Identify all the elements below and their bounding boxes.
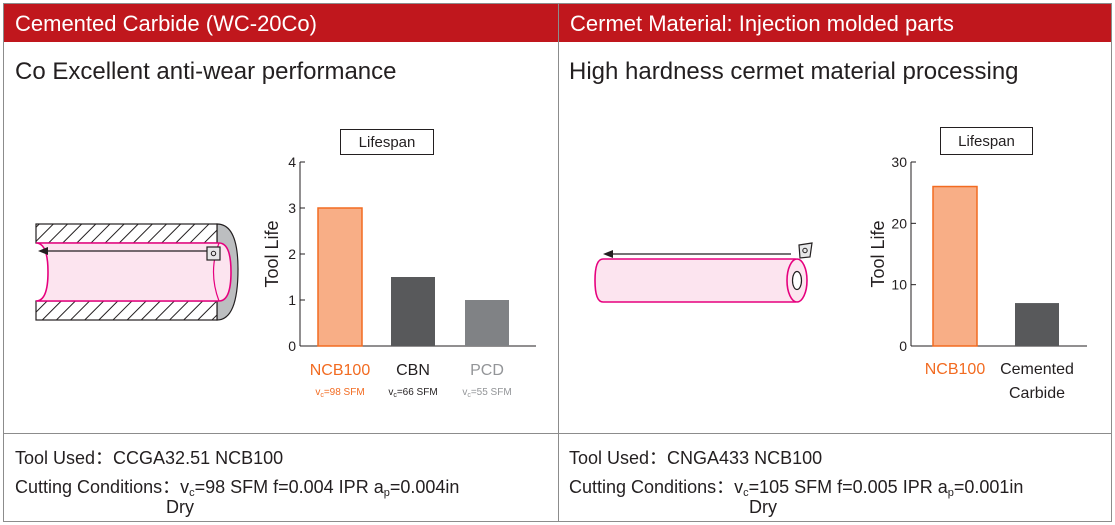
bar-cemented-carbide <box>1015 303 1059 346</box>
y-tick-label: 1 <box>288 292 296 308</box>
condition-label: vc=66 SFM <box>388 387 437 399</box>
subscript-p: p <box>383 487 390 499</box>
y-tick-label: 20 <box>891 215 907 231</box>
cutting-conditions-line: Cutting Conditions：vc=98 SFM f=0.004 IPR… <box>15 473 459 499</box>
tool-used-text: Tool Used：CNGA433 NCB100 <box>569 448 823 468</box>
panel-cemented-carbide: Cemented Carbide (WC-20Co) Co Excellent … <box>3 3 559 522</box>
subscript-c: c <box>189 487 195 499</box>
panel-header: Cemented Carbide (WC-20Co) <box>4 4 558 42</box>
y-tick-label: 3 <box>288 200 296 216</box>
cutting-conditions-mid: =98 SFM f=0.004 IPR a <box>194 477 384 497</box>
tool-life-chart-right: 0 10 20 30 Tool Life NCB100 Cemented Carbide <box>868 154 1087 402</box>
divider <box>559 433 1111 434</box>
condition-label: vc=55 SFM <box>462 387 511 399</box>
tool-used-line: Tool Used：CCGA32.51 NCB100 <box>15 444 283 470</box>
category-label: Carbide <box>1009 385 1065 402</box>
condition-label: vc=98 SFM <box>315 387 364 399</box>
y-tick-label: 10 <box>891 277 907 293</box>
y-tick-label: 2 <box>288 246 296 262</box>
y-axis-title: Tool Life <box>262 220 282 287</box>
workpiece-rod-illustration <box>594 242 813 303</box>
category-label: CBN <box>396 362 430 379</box>
category-label: NCB100 <box>310 362 371 379</box>
y-tick-label: 0 <box>288 338 296 354</box>
workpiece-tube-illustration <box>35 223 239 321</box>
tool-used-line: Tool Used：CNGA433 NCB100 <box>569 444 822 470</box>
bar-ncb100 <box>317 207 363 347</box>
cutting-conditions-prefix: Cutting Conditions：v <box>15 477 190 497</box>
y-tick-label: 30 <box>891 154 907 170</box>
dry-label: Dry <box>749 497 777 517</box>
subscript-c: c <box>743 487 749 499</box>
bar-cbn <box>391 277 435 346</box>
y-tick-label: 4 <box>288 154 296 170</box>
subscript-p: p <box>947 487 954 499</box>
category-label: Cemented <box>1000 361 1074 378</box>
tool-used-text: Tool Used：CCGA32.51 NCB100 <box>15 448 284 468</box>
bar-ncb100 <box>932 185 978 347</box>
panel-cermet-material: Cermet Material: Injection molded parts … <box>558 3 1112 522</box>
dry-label: Dry <box>166 497 194 517</box>
cutting-conditions-end: =0.004in <box>389 477 460 497</box>
cutting-conditions-prefix: Cutting Conditions：v <box>569 477 744 497</box>
panel-subtitle: High hardness cermet material processing <box>569 58 1019 85</box>
y-axis-title: Tool Life <box>868 220 888 287</box>
chart-legend-lifespan: Lifespan <box>340 129 434 155</box>
panel-header: Cermet Material: Injection molded parts <box>559 4 1111 42</box>
bar-pcd <box>465 300 509 346</box>
category-label: PCD <box>470 362 504 379</box>
chart-legend-lifespan: Lifespan <box>940 127 1033 155</box>
cutting-conditions-line: Cutting Conditions：vc=105 SFM f=0.005 IP… <box>569 473 1023 499</box>
panel-subtitle: Co Excellent anti-wear performance <box>15 58 397 85</box>
divider <box>4 433 558 434</box>
cutting-conditions-mid: =105 SFM f=0.005 IPR a <box>748 477 948 497</box>
cutting-conditions-end: =0.001in <box>953 477 1024 497</box>
y-tick-label: 0 <box>899 338 907 354</box>
category-label: NCB100 <box>925 361 986 378</box>
tool-life-chart-left: 0 1 2 3 4 Tool Life NCB100 vc=98 SFM CBN vc=66 SF… <box>262 154 536 399</box>
